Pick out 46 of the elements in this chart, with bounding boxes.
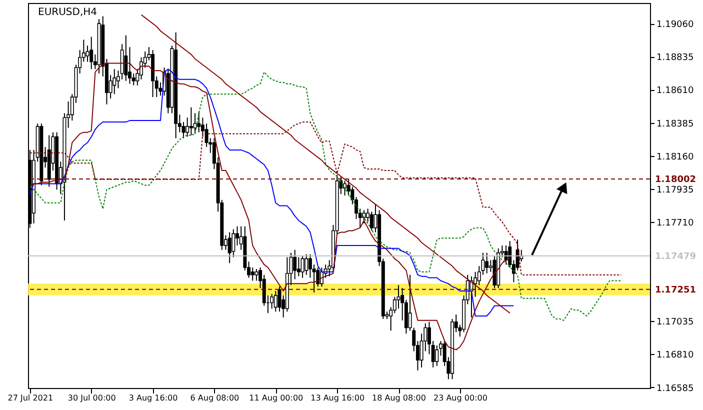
candlestick: [396, 284, 400, 310]
x-tick-label: 6 Aug 08:00: [190, 394, 240, 402]
candlestick: [197, 111, 201, 133]
x-tick-label: 3 Aug 16:00: [128, 394, 178, 402]
x-tick-label: 13 Aug 16:00: [310, 394, 365, 402]
y-tick-label: 1.17035: [656, 318, 694, 328]
candlestick: [124, 34, 128, 82]
candlestick: [132, 73, 136, 86]
candlestick: [250, 267, 254, 282]
x-tick-label: 27 Jul 2021: [8, 394, 54, 402]
y-tick-label: 1.19060: [656, 20, 694, 30]
candlestick: [270, 293, 274, 310]
candlestick: [362, 210, 366, 224]
y-tick-label: 1.17935: [656, 185, 694, 196]
candlestick: [254, 268, 258, 282]
candlestick: [112, 68, 116, 95]
candlestick: [189, 106, 193, 136]
candlestick: [86, 45, 90, 62]
line-series: [29, 72, 622, 321]
candlestick: [278, 286, 282, 312]
y-tick-label: 1.18385: [656, 119, 694, 130]
x-tick-label: 18 Aug 08:00: [372, 394, 426, 402]
ref-line-label: 1.18002: [655, 175, 696, 186]
candlestick: [300, 255, 304, 278]
y-tick-label: 1.16585: [656, 384, 694, 394]
candlestick: [304, 254, 308, 276]
y-tick-label: 1.18835: [656, 53, 694, 64]
ref-line-label: 1.17251: [655, 285, 696, 296]
x-tick-label: 23 Aug 00:00: [433, 394, 488, 402]
ref-line-label: 1.17479: [655, 252, 696, 262]
y-tick-label: 1.18160: [656, 152, 694, 162]
chart-title: EURUSD,H4: [38, 7, 98, 18]
x-tick-label: 11 Aug 00:00: [249, 394, 304, 402]
y-tick-label: 1.18610: [656, 86, 694, 96]
candlestick: [193, 112, 197, 134]
candlestick: [408, 274, 412, 332]
candlestick: [435, 344, 439, 366]
candlestick: [370, 211, 374, 232]
candlestick: [90, 36, 94, 70]
x-tick-label: 30 Jul 00:00: [68, 394, 116, 402]
candlestick: [485, 252, 489, 274]
candlestick: [228, 232, 232, 264]
y-tick-label: 1.16810: [656, 350, 694, 361]
candlestick: [274, 290, 278, 312]
candlestick: [293, 249, 297, 280]
y-tick-label: 1.17710: [656, 218, 694, 228]
